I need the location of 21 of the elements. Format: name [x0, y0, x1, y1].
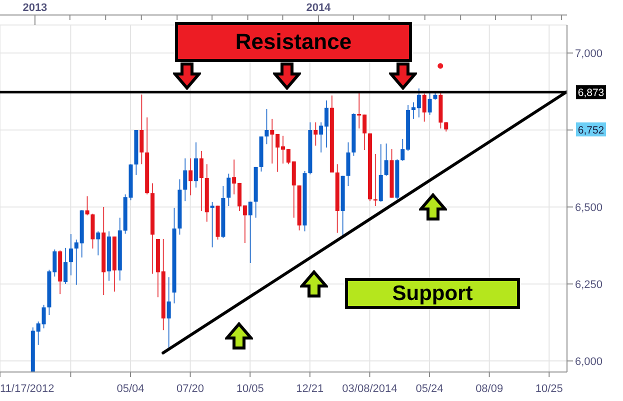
- x-tick-label: 05/24: [416, 383, 444, 395]
- label-box: Support: [345, 278, 520, 309]
- x-tick-label: 10/25: [535, 383, 563, 395]
- x-tick-label: 07/20: [176, 383, 204, 395]
- x-tick-label: 11/17/2012: [0, 383, 54, 395]
- x-tick-label: 03/08/2014: [342, 383, 398, 395]
- annotation: Resistance: [235, 29, 352, 54]
- label-box: Resistance: [175, 22, 412, 62]
- y-tick-label: 6,250: [575, 278, 603, 291]
- x2-tick-label: 2013: [22, 2, 48, 14]
- y-tick-label: 6,500: [575, 202, 603, 214]
- x-tick-label: 12/21: [296, 383, 324, 395]
- x-tick-label: 05/04: [116, 383, 144, 395]
- x-tick-label: 10/05: [236, 383, 264, 395]
- y-tick-label: 7,000: [575, 48, 603, 60]
- y-tick-label: 6,000: [575, 356, 603, 368]
- annotation: Support: [392, 282, 473, 305]
- text: 6,752: [578, 124, 604, 136]
- x-tick-label: 08/09: [476, 383, 504, 395]
- x2-tick-label: 2014: [306, 2, 332, 14]
- ref-line-label: 6,873: [578, 87, 604, 100]
